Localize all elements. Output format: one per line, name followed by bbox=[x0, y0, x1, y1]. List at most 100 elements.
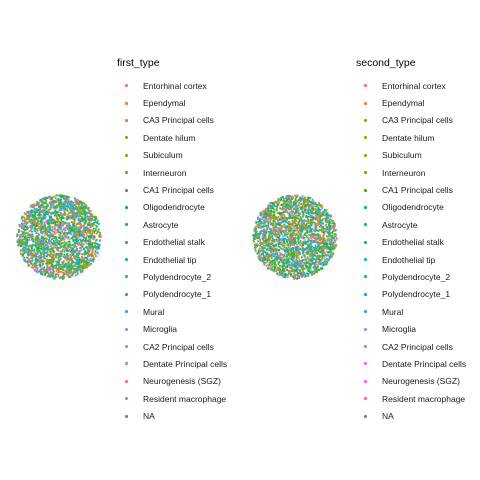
spot-point bbox=[296, 246, 298, 249]
spot-point bbox=[271, 210, 273, 213]
spot-point bbox=[76, 271, 79, 273]
spot-point bbox=[87, 255, 89, 258]
spot-point bbox=[43, 210, 46, 213]
spot-point bbox=[293, 221, 296, 224]
spot-point bbox=[57, 228, 59, 231]
spot-point bbox=[88, 253, 90, 256]
spot-point bbox=[255, 237, 257, 239]
spot-point bbox=[34, 211, 36, 214]
spot-point bbox=[34, 237, 37, 240]
spot-point bbox=[268, 231, 270, 233]
spot-point bbox=[271, 235, 274, 238]
spot-point bbox=[78, 261, 80, 263]
spot-point bbox=[38, 206, 41, 208]
spot-point bbox=[20, 217, 23, 220]
spot-point bbox=[39, 242, 42, 245]
spot-point bbox=[275, 223, 278, 226]
spot-point bbox=[33, 248, 36, 251]
spot-point bbox=[45, 243, 48, 246]
spot-point bbox=[320, 224, 323, 227]
spot-point bbox=[57, 255, 60, 258]
spot-point bbox=[318, 244, 321, 246]
spot-point bbox=[289, 267, 291, 269]
spot-point bbox=[309, 258, 312, 261]
spot-point bbox=[30, 238, 33, 241]
spot-point bbox=[76, 212, 79, 214]
spot-point bbox=[292, 238, 295, 240]
spot-point bbox=[292, 248, 294, 251]
spot-point bbox=[80, 211, 83, 214]
spot-point bbox=[71, 261, 73, 263]
spot-point bbox=[42, 236, 45, 239]
spot-point bbox=[300, 227, 303, 230]
spot-point bbox=[45, 197, 48, 199]
spot-point bbox=[307, 224, 310, 227]
spot-point bbox=[22, 241, 25, 243]
spot-point bbox=[76, 267, 79, 270]
spot-point bbox=[269, 222, 272, 224]
spot-point bbox=[67, 203, 69, 206]
spot-point bbox=[314, 254, 316, 257]
spot-point bbox=[266, 261, 269, 264]
spot-point bbox=[280, 266, 283, 268]
spot-point bbox=[293, 272, 296, 274]
spot-point bbox=[20, 240, 22, 243]
spot-point bbox=[57, 211, 60, 214]
spot-point bbox=[307, 215, 310, 218]
spot-point bbox=[67, 222, 70, 225]
spot-point bbox=[275, 257, 278, 259]
spot-point bbox=[34, 260, 37, 262]
spot-point bbox=[293, 278, 296, 280]
spot-point bbox=[332, 224, 335, 227]
spot-point bbox=[289, 226, 291, 229]
spot-point bbox=[325, 257, 328, 260]
spot-point bbox=[30, 257, 32, 259]
spot-point bbox=[311, 233, 314, 235]
spot-point bbox=[66, 252, 69, 255]
spot-point bbox=[50, 222, 53, 225]
spot-point bbox=[90, 229, 93, 232]
spot-point bbox=[283, 244, 286, 247]
spot-point bbox=[73, 217, 75, 220]
spot-point bbox=[38, 223, 41, 225]
spot-point bbox=[74, 200, 77, 202]
spot-point bbox=[293, 268, 295, 271]
spot-point bbox=[29, 253, 32, 256]
spot-point bbox=[39, 255, 41, 257]
spot-point bbox=[297, 217, 299, 220]
spot-point bbox=[56, 247, 59, 250]
spot-point bbox=[39, 251, 42, 254]
spot-point bbox=[68, 227, 71, 229]
spot-point bbox=[68, 258, 70, 261]
spot-point bbox=[95, 216, 97, 219]
spot-point bbox=[302, 259, 305, 261]
spot-point bbox=[276, 268, 278, 271]
spot-point bbox=[63, 260, 65, 263]
spot-point bbox=[327, 231, 329, 234]
spot-point bbox=[84, 252, 87, 255]
spot-point bbox=[91, 241, 94, 244]
spot-point bbox=[91, 232, 93, 235]
spot-point bbox=[328, 227, 331, 230]
spot-point bbox=[315, 267, 318, 270]
spot-point bbox=[48, 243, 51, 245]
spot-point bbox=[317, 240, 320, 243]
spot-point bbox=[94, 224, 97, 227]
spot-point bbox=[34, 253, 36, 256]
spot-point bbox=[326, 247, 328, 250]
spot-point bbox=[39, 239, 41, 242]
spot-point bbox=[282, 260, 285, 263]
spot-point bbox=[35, 204, 38, 206]
spot-point bbox=[92, 238, 95, 241]
spot-point bbox=[48, 226, 51, 229]
spot-point bbox=[54, 246, 57, 249]
spot-point bbox=[290, 204, 292, 207]
spot-point bbox=[59, 263, 62, 266]
spot-point bbox=[51, 218, 54, 221]
spot-point bbox=[38, 247, 41, 250]
spot-point bbox=[335, 229, 337, 231]
spot-point bbox=[22, 246, 25, 249]
spot-point bbox=[96, 231, 99, 233]
spot-point bbox=[73, 228, 75, 230]
spot-point bbox=[88, 211, 91, 213]
